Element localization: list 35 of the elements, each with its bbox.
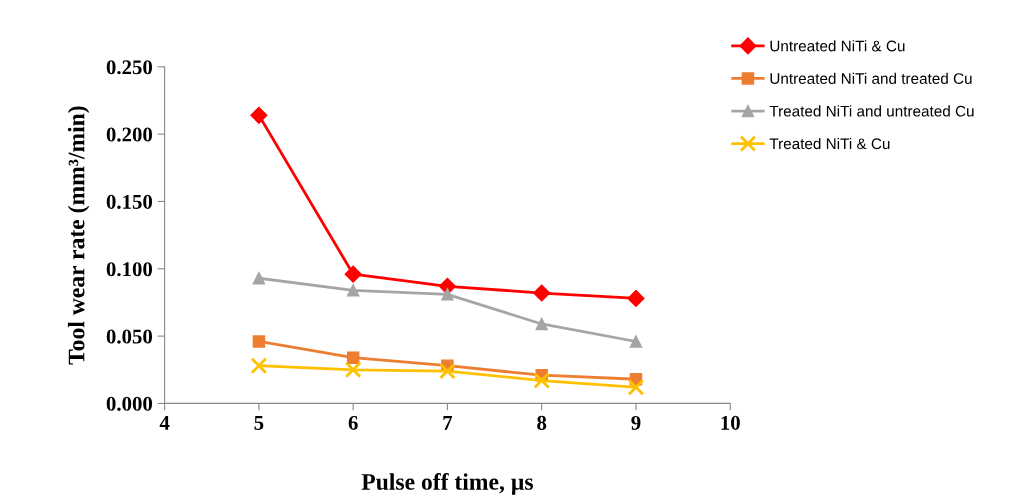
- point: [535, 317, 548, 331]
- legend-label: Treated NiTi & Cu: [769, 137, 890, 150]
- point: [627, 289, 645, 307]
- x-axis-title: Pulse off time, µs: [361, 473, 533, 495]
- point: [250, 106, 268, 124]
- x-tick-label: 6: [348, 415, 358, 430]
- x-tick-label: 4: [159, 415, 170, 430]
- x-tick-label: 10: [721, 415, 740, 430]
- y-tick-label: 0.250: [106, 60, 153, 75]
- legend-label: Untreated NiTi & Cu: [770, 40, 905, 52]
- y-tick-label: 0.100: [106, 262, 153, 277]
- point: [250, 357, 268, 375]
- x-tick-label: 5: [254, 416, 264, 430]
- y-tick-label: 0.000: [106, 396, 153, 411]
- point: [346, 351, 360, 364]
- point: [629, 335, 643, 348]
- y-axis-title: Tool wear rate (mm³/min): [67, 106, 90, 365]
- point: [252, 335, 266, 348]
- point: [441, 288, 454, 301]
- x-tick-label: 8: [537, 415, 547, 430]
- legend-label: Untreated NiTi and treated Cu: [770, 72, 972, 84]
- x-tick-label: 7: [443, 416, 453, 430]
- y-tick-label: 0.050: [106, 329, 153, 344]
- legend-label: Treated NiTi and untreated Cu: [769, 105, 974, 117]
- y-tick-label: 0.200: [106, 127, 153, 142]
- x-tick-label: 9: [631, 415, 641, 430]
- point: [344, 361, 362, 379]
- point: [627, 378, 645, 396]
- point: [346, 284, 360, 297]
- point: [533, 372, 551, 389]
- y-tick-label: 0.150: [106, 194, 153, 209]
- point: [344, 265, 362, 283]
- point: [533, 284, 551, 302]
- point: [439, 362, 456, 380]
- point: [252, 271, 266, 285]
